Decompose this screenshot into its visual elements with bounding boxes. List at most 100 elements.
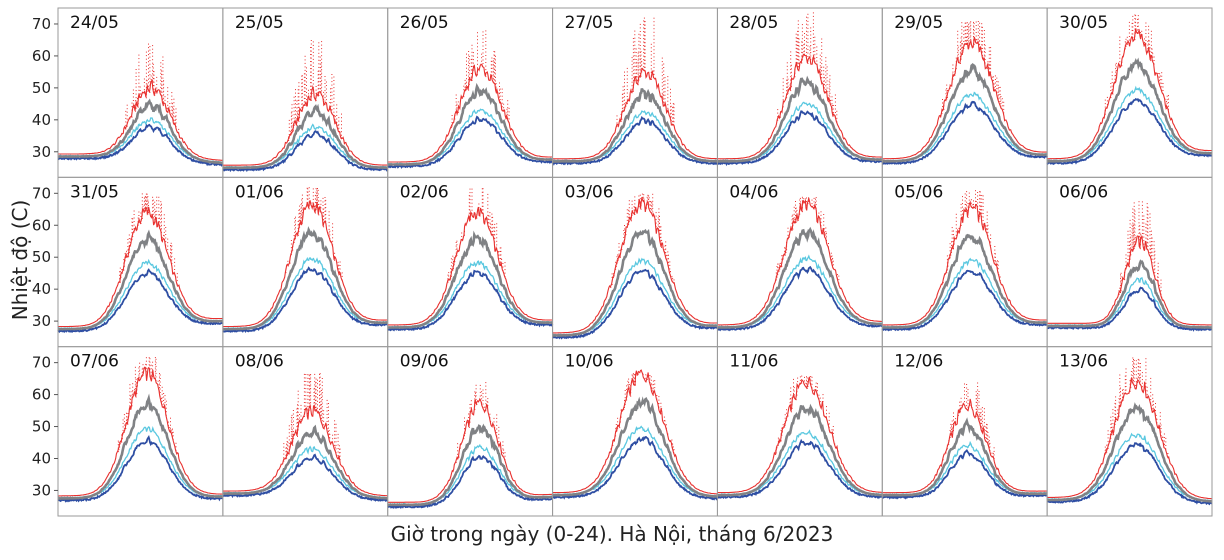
panel: 04/06: [716, 176, 883, 348]
series-line-max: [1047, 28, 1212, 160]
spike-dots: [288, 40, 342, 141]
panel-date-label: 10/06: [565, 352, 614, 372]
series-line-max: [58, 78, 223, 161]
panel: 25/05: [222, 7, 389, 178]
panel-date-label: 25/05: [235, 13, 284, 33]
series-line-min: [716, 110, 883, 167]
series-line-upper: [222, 226, 388, 331]
spike-dots: [450, 30, 510, 129]
panel-date-label: 07/06: [70, 352, 119, 372]
x-axis-title: Giờ trong ngày (0-24). Hà Nội, tháng 6/2…: [390, 522, 834, 546]
y-tick-label: 70: [32, 184, 51, 202]
series-line-lower: [881, 440, 1048, 497]
series-line-upper: [1047, 402, 1213, 503]
y-axis-title-container: Nhiệt độ (C): [5, 0, 35, 520]
series-line-max: [58, 366, 223, 497]
panel: 31/05: [57, 176, 224, 348]
panel: 02/06: [387, 176, 554, 348]
series-line-min: [57, 435, 224, 503]
panel-date-label: 12/06: [894, 352, 943, 372]
spike-dots: [775, 196, 840, 284]
series-line-max: [387, 397, 553, 503]
spike-dots: [777, 12, 838, 123]
panel: 29/05: [881, 7, 1048, 178]
series-line-min: [57, 123, 224, 167]
series-line-upper: [58, 229, 223, 331]
series-line-upper: [882, 233, 1048, 329]
series-line-lower: [881, 257, 1048, 329]
series-line-max: [882, 36, 1048, 160]
series-line-min: [881, 269, 1048, 332]
panel: 09/06: [387, 346, 554, 517]
series-line-lower: [717, 254, 883, 329]
panel: 28/05: [716, 7, 883, 178]
series-line-min: [881, 448, 1048, 500]
series-line-upper: [387, 423, 553, 507]
series-line-min: [717, 265, 883, 332]
series-line-min: [1046, 286, 1213, 332]
panel-date-label: 27/05: [565, 13, 614, 33]
panel-date-label: 01/06: [235, 182, 284, 202]
panel-date-label: 13/06: [1059, 352, 1108, 372]
panel-date-label: 28/05: [729, 13, 778, 33]
y-tick-label: 50: [32, 248, 51, 266]
series-line-min: [1046, 442, 1213, 506]
series-line-max: [717, 53, 883, 160]
panel-frame: [222, 7, 389, 178]
panel: 03/06: [551, 176, 718, 348]
series-line-upper: [882, 62, 1048, 163]
panel-date-label: 31/05: [70, 182, 119, 202]
panel-date-label: 06/06: [1059, 182, 1108, 202]
series-line-max: [552, 67, 718, 160]
series-line-upper: [1047, 57, 1212, 163]
series-line-max: [58, 206, 223, 328]
spike-dots: [1104, 357, 1169, 458]
y-tick-label: 50: [32, 418, 51, 436]
series-line-max: [387, 63, 553, 163]
panel: 24/05: [57, 7, 224, 178]
panel-frame: [387, 346, 554, 517]
panel: 30/05: [1046, 7, 1213, 178]
panel: 26/05: [387, 7, 554, 178]
series-line-upper: [387, 82, 553, 166]
series-line-min: [387, 269, 554, 332]
panel: 11/06: [716, 346, 883, 517]
panel-date-label: 04/06: [729, 182, 778, 202]
spike-dots: [283, 373, 341, 462]
panel-date-label: 03/06: [565, 182, 614, 202]
panel-date-label: 24/05: [70, 13, 119, 33]
spike-dots: [616, 17, 675, 127]
y-tick-label: 30: [32, 143, 51, 161]
y-tick-label: 60: [32, 216, 51, 234]
panel-frame: [1046, 346, 1213, 517]
spike-dots: [447, 188, 506, 283]
series-line-max: [222, 200, 388, 328]
series-line-min: [222, 453, 389, 503]
series-line-upper: [717, 226, 883, 329]
series-line-upper: [58, 393, 223, 500]
series-line-upper: [222, 424, 388, 500]
series-line-lower: [387, 260, 554, 329]
spike-dots: [117, 357, 177, 453]
spike-dots: [119, 193, 178, 285]
panel-date-label: 08/06: [235, 352, 284, 372]
series-line-upper: [552, 228, 718, 337]
panel: 07/06: [57, 346, 224, 517]
spike-dots: [610, 373, 675, 454]
panel-date-label: 30/05: [1059, 13, 1108, 33]
series-line-min: [716, 438, 883, 500]
y-tick-label: 70: [32, 15, 51, 33]
series-line-upper: [58, 98, 223, 165]
series-line-upper: [552, 88, 718, 163]
spike-dots: [125, 43, 180, 134]
series-line-upper: [882, 417, 1048, 497]
y-tick-label: 40: [32, 111, 51, 129]
series-line-upper: [717, 75, 883, 163]
panel-date-label: 09/06: [400, 352, 449, 372]
series-line-min: [222, 266, 389, 333]
series-line-upper: [1047, 259, 1212, 329]
series-line-min: [552, 115, 718, 166]
y-tick-label: 60: [32, 47, 51, 65]
panel: 12/06: [881, 346, 1048, 517]
series-line-min: [387, 115, 554, 170]
